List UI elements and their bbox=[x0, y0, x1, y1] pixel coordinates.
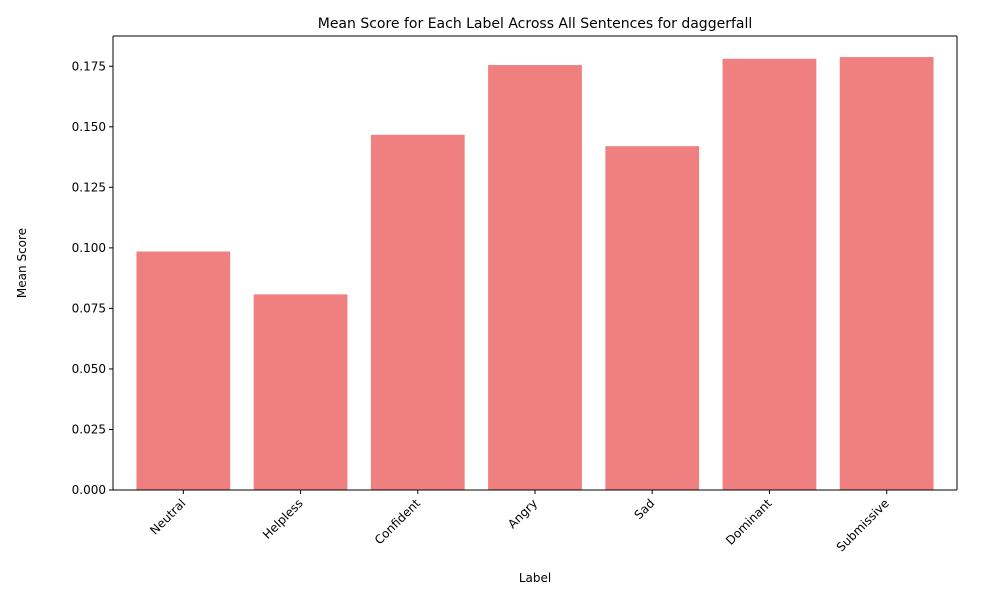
x-tick-label-submissive: Submissive bbox=[834, 496, 892, 554]
bar-angry bbox=[488, 65, 582, 490]
plot-area: 0.000 0.025 0.050 0.075 0.100 0.125 0.150 0.175… bbox=[72, 35, 958, 554]
y-tick-label: 0.100 bbox=[72, 241, 106, 255]
x-tick-label-dominant: Dominant bbox=[723, 496, 775, 548]
y-tick-label: 0.175 bbox=[72, 59, 106, 73]
y-tick-label: 0.025 bbox=[72, 422, 106, 436]
bar-sad bbox=[605, 146, 700, 491]
chart-title: Mean Score for Each Label Across All Sen… bbox=[318, 16, 753, 32]
y-tick-label: 0.075 bbox=[72, 301, 106, 315]
y-tick-label: 0.000 bbox=[72, 483, 106, 497]
x-tick-label-sad: Sad bbox=[631, 496, 657, 522]
bar-neutral bbox=[136, 251, 231, 490]
y-tick-label: 0.125 bbox=[72, 180, 106, 194]
bar-confident bbox=[370, 134, 465, 490]
x-tick-label-helpless: Helpless bbox=[260, 496, 306, 542]
x-tick-label-angry: Angry bbox=[505, 496, 540, 531]
bar-dominant bbox=[722, 58, 817, 491]
x-tick-label-neutral: Neutral bbox=[147, 496, 188, 537]
bar-helpless bbox=[253, 294, 348, 490]
y-tick-label: 0.150 bbox=[72, 120, 106, 134]
bar-submissive bbox=[839, 57, 934, 490]
x-axis-label: Label bbox=[519, 571, 551, 585]
y-axis-label: Mean Score bbox=[15, 228, 29, 298]
x-tick-label-confident: Confident bbox=[372, 496, 423, 547]
y-tick-label: 0.050 bbox=[72, 362, 106, 376]
